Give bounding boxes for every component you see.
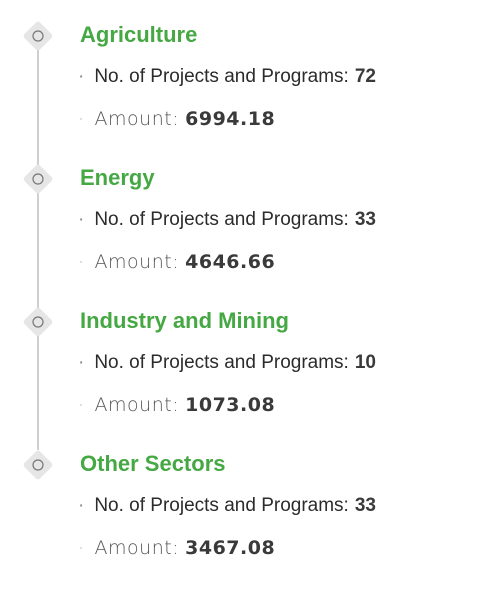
bullet: · xyxy=(78,352,85,373)
bullet: · xyxy=(78,209,85,230)
amount-label: Amount: xyxy=(94,108,180,130)
projects-label: No. of Projects and Programs: xyxy=(94,66,349,87)
sector-icon xyxy=(22,449,54,481)
amount-row: · Amount: 4646.66 xyxy=(78,251,275,273)
sector: Industry and Mining · No. of Projects and … xyxy=(0,306,488,446)
bullet: · xyxy=(78,108,85,130)
amount-value: 6994.18 xyxy=(185,108,276,130)
amount-row: · Amount: 6994.18 xyxy=(78,108,275,130)
sector-title: Agriculture xyxy=(80,22,198,47)
projects-value: 33 xyxy=(354,495,376,516)
bullet: · xyxy=(78,537,85,559)
bullet: · xyxy=(78,394,85,416)
sector-icon xyxy=(22,20,54,52)
bullet: · xyxy=(78,66,85,87)
amount-value: 3467.08 xyxy=(185,537,276,559)
amount-row: · Amount: 3467.08 xyxy=(78,537,275,559)
sector: Energy · No. of Projects and Programs: 33 · A… xyxy=(0,163,488,303)
sector: Agriculture · No. of Projects and Programs… xyxy=(0,20,488,160)
sector-icon xyxy=(22,163,54,195)
page: {"sections": [ {"title": "Agriculture", … xyxy=(0,20,488,559)
sector-icon xyxy=(22,306,54,338)
amount-label: Amount: xyxy=(94,251,180,273)
projects-label: No. of Projects and Programs: xyxy=(94,495,349,516)
timeline-line xyxy=(37,50,39,450)
amount-label: Amount: xyxy=(94,394,180,416)
amount-value: 4646.66 xyxy=(185,251,276,273)
projects-value: 33 xyxy=(354,209,376,230)
projects-label: No. of Projects and Programs: xyxy=(94,209,349,230)
sector-title: Industry and Mining xyxy=(80,308,289,333)
projects-label: No. of Projects and Programs: xyxy=(94,352,349,373)
projects-row: · No. of Projects and Programs: 33 xyxy=(78,495,376,517)
projects-row: · No. of Projects and Programs: 72 xyxy=(78,66,376,88)
projects-row: · No. of Projects and Programs: 33 xyxy=(78,209,376,231)
amount-row: · Amount: 1073.08 xyxy=(78,394,275,416)
bullet: · xyxy=(78,495,85,516)
projects-row: · No. of Projects and Programs: 10 xyxy=(78,352,376,374)
bullet: · xyxy=(78,251,85,273)
sector-title: Other Sectors xyxy=(80,451,226,476)
sector: Other Sectors · No. of Projects and Progra… xyxy=(0,449,488,589)
projects-value: 72 xyxy=(354,66,376,87)
sector-title: Energy xyxy=(80,165,155,190)
amount-label: Amount: xyxy=(94,537,180,559)
amount-value: 1073.08 xyxy=(185,394,276,416)
projects-value: 10 xyxy=(354,352,376,373)
